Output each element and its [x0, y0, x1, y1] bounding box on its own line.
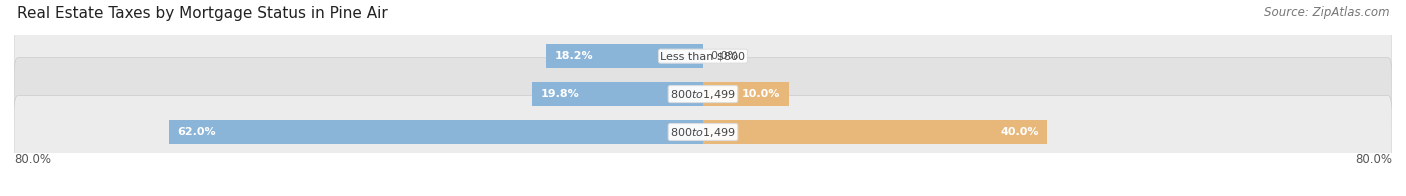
FancyBboxPatch shape [14, 20, 1392, 93]
Text: 10.0%: 10.0% [742, 89, 780, 99]
Text: 80.0%: 80.0% [14, 153, 51, 166]
Text: 80.0%: 80.0% [1355, 153, 1392, 166]
Bar [533, 82, 703, 106]
Bar [703, 82, 789, 106]
Text: Less than $800: Less than $800 [661, 51, 745, 61]
Text: 62.0%: 62.0% [177, 127, 217, 137]
Text: 40.0%: 40.0% [1000, 127, 1039, 137]
Text: 18.2%: 18.2% [555, 51, 593, 61]
Bar [169, 120, 703, 144]
FancyBboxPatch shape [14, 58, 1392, 131]
Text: 0.0%: 0.0% [710, 51, 738, 61]
Text: Real Estate Taxes by Mortgage Status in Pine Air: Real Estate Taxes by Mortgage Status in … [17, 6, 388, 21]
Text: Source: ZipAtlas.com: Source: ZipAtlas.com [1264, 6, 1389, 19]
Bar [703, 120, 1047, 144]
FancyBboxPatch shape [14, 96, 1392, 168]
Text: $800 to $1,499: $800 to $1,499 [671, 88, 735, 101]
Bar [547, 44, 703, 68]
Text: $800 to $1,499: $800 to $1,499 [671, 125, 735, 139]
Text: 19.8%: 19.8% [541, 89, 579, 99]
